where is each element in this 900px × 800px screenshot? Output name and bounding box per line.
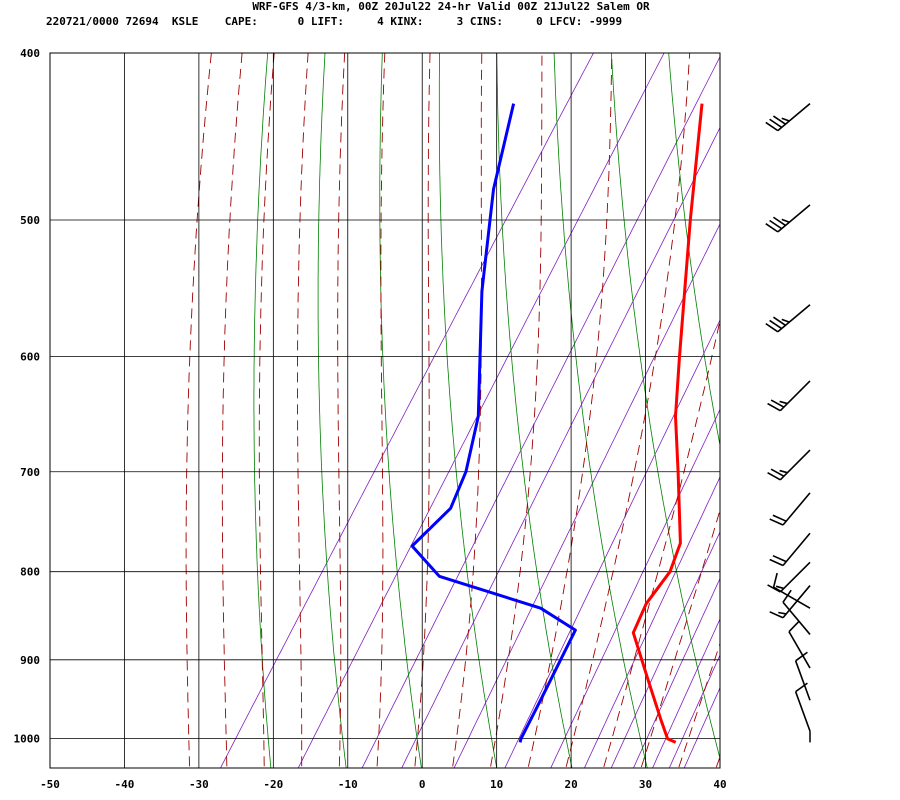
chart-header-line2: 220721/0000 72694 KSLE CAPE: 0 LIFT: 4 K… <box>46 15 622 28</box>
mixing-ratio-line <box>668 654 720 768</box>
wind-barb <box>765 204 811 233</box>
moist-adiabat-line <box>414 53 431 768</box>
dry-adiabat-line <box>496 53 573 768</box>
dry-adiabat-line <box>438 53 498 768</box>
moist-adiabat-line <box>715 755 720 768</box>
wind-barb <box>772 572 811 609</box>
moist-adiabat-line <box>221 53 243 768</box>
pressure-tick-label: 400 <box>20 47 40 60</box>
dry-adiabat-line <box>553 53 648 768</box>
pressure-tick-label: 800 <box>20 566 40 579</box>
wind-barb <box>767 561 811 593</box>
mixing-ratio-line <box>652 618 720 768</box>
wind-barb <box>794 682 811 732</box>
wind-barb <box>794 651 811 701</box>
mixing-ratio-line <box>504 319 720 768</box>
dewpoint-profile-line <box>410 103 577 743</box>
dry-adiabat-line <box>317 53 347 768</box>
moist-adiabat-line <box>376 53 386 768</box>
pressure-tick-label: 900 <box>20 654 40 667</box>
wind-barb <box>765 103 811 132</box>
mixing-ratio-line <box>453 223 720 768</box>
dry-adiabat-line <box>779 15 900 783</box>
wind-barb <box>782 589 811 635</box>
temperature-tick-label: -30 <box>189 778 209 791</box>
mixing-ratio-line <box>361 55 720 768</box>
dry-adiabat-line <box>835 15 900 783</box>
mixing-ratio-line <box>610 531 720 768</box>
moist-adiabat-line <box>452 53 483 768</box>
wind-barb <box>769 532 811 567</box>
wind-barb <box>765 304 811 333</box>
mixing-ratio-line <box>220 53 594 768</box>
wind-barb <box>767 380 811 412</box>
moist-adiabat-line <box>185 53 212 768</box>
temperature-tick-label: -10 <box>338 778 358 791</box>
moist-adiabat-line <box>678 642 720 768</box>
temperature-tick-label: 40 <box>713 778 726 791</box>
mixing-ratio-line <box>401 126 720 768</box>
pressure-tick-label: 500 <box>20 214 40 227</box>
mixing-ratio-line <box>550 408 720 768</box>
moist-adiabat-line <box>258 53 275 768</box>
mixing-ratio-line <box>583 476 720 768</box>
temperature-tick-label: 20 <box>564 778 577 791</box>
moist-adiabat-line <box>640 509 720 768</box>
wind-barb <box>788 620 811 669</box>
axis-labels: 400 500 600 700 800 900 1000 -50 -40 -30 -20 -10 0 10… <box>14 47 727 791</box>
dry-adiabat-line <box>253 53 272 768</box>
wind-barb <box>769 492 811 526</box>
wind-barb <box>767 449 811 481</box>
dry-adiabat-line <box>668 53 720 448</box>
temperature-tick-label: 0 <box>419 778 426 791</box>
pressure-tick-label: 1000 <box>14 733 41 746</box>
mixing-ratio-line <box>297 53 665 768</box>
moist-adiabat-line <box>527 53 613 768</box>
profile-lines <box>410 103 704 744</box>
moist-adiabat-line <box>565 53 691 768</box>
dry-adiabat-line <box>722 15 877 783</box>
pressure-tick-label: 600 <box>20 350 40 363</box>
pressure-tick-label: 700 <box>20 466 40 479</box>
moist-adiabat-line <box>603 318 720 768</box>
wind-barb <box>769 585 811 619</box>
wind-barb-column <box>765 103 811 743</box>
mixing-ratio-line <box>683 686 720 768</box>
temperature-profile-line <box>631 103 704 744</box>
chart-header-line1: WRF-GFS 4/3-km, 00Z 20Jul22 24-hr Valid … <box>252 0 650 13</box>
moist-adiabat-line <box>489 53 543 768</box>
mixing-ratio-line <box>632 577 720 768</box>
temperature-tick-label: -50 <box>40 778 60 791</box>
temperature-tick-label: 30 <box>639 778 652 791</box>
dry-adiabat-line <box>892 15 900 783</box>
dry-adiabat-line <box>379 53 422 768</box>
temperature-tick-label: 10 <box>490 778 503 791</box>
temperature-tick-label: -40 <box>115 778 135 791</box>
grid-lines <box>50 52 720 768</box>
moist-adiabat-line <box>297 53 309 768</box>
moist-adiabat-line <box>337 53 346 768</box>
temperature-tick-label: -20 <box>263 778 283 791</box>
plot-frame <box>49 52 721 769</box>
dry-adiabat-line <box>610 53 720 760</box>
